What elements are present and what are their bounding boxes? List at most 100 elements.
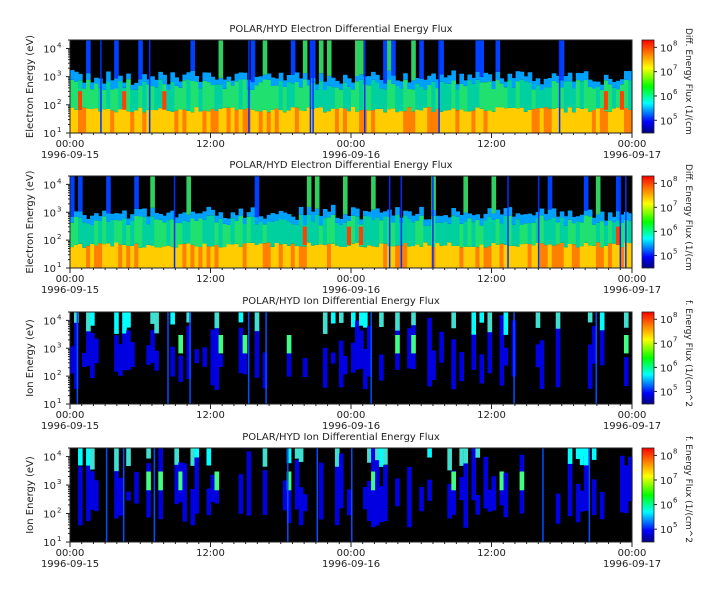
x-tick-label: 12:00 [196, 274, 225, 285]
colorbar-tick-label: 10 [660, 43, 673, 54]
colorbar-label: Diff. Energy Flux (1/(cm [683, 28, 693, 135]
y-tick-exponent: 4 [57, 313, 62, 321]
colorbar-tick-exponent: 5 [673, 521, 677, 529]
colorbar-tick-label: 10 [660, 92, 673, 103]
x-tick-date: 1996-09-16 [322, 150, 380, 161]
colorbar-tick-exponent: 5 [673, 112, 677, 120]
x-tick-label: 00:00 [56, 548, 85, 559]
colorbar-label: f. Energy Flux (1/(cm^2 [683, 300, 693, 407]
y-tick-exponent: 1 [57, 397, 61, 405]
colorbar-tick-label: 10 [660, 387, 673, 398]
colorbar-tick-exponent: 7 [673, 335, 677, 343]
colorbar-tick-exponent: 6 [673, 497, 678, 505]
y-axis-label: Electron Energy (eV) [25, 35, 36, 138]
panel-title: POLAR/HYD Electron Differential Energy F… [229, 24, 452, 35]
y-tick-exponent: 3 [57, 70, 61, 78]
y-tick-exponent: 3 [57, 341, 61, 349]
colorbar-label: f. Energy Flux (1/(cm^2 [683, 436, 693, 543]
x-tick-label: 00:00 [56, 410, 85, 421]
x-tick-date: 1996-09-16 [322, 285, 380, 296]
colorbar [641, 175, 655, 269]
colorbar-tick-label: 10 [660, 339, 673, 350]
colorbar-tick-label: 10 [660, 363, 673, 374]
x-tick-date: 1996-09-15 [41, 421, 99, 432]
y-tick-exponent: 2 [57, 507, 61, 515]
colorbar-tick-label: 10 [660, 525, 673, 536]
y-tick-label: 10 [43, 344, 56, 355]
x-tick-date: 1996-09-15 [41, 150, 99, 161]
x-tick-label: 00:00 [618, 139, 647, 150]
y-axis-label: Ion Energy (eV) [25, 319, 36, 397]
spectrogram-heatmap [70, 176, 633, 268]
colorbar-tick-exponent: 7 [673, 472, 677, 480]
x-tick-date: 1996-09-15 [41, 559, 99, 570]
x-tick-label: 00:00 [337, 139, 366, 150]
x-tick-label: 00:00 [337, 410, 366, 421]
x-tick-date: 1996-09-17 [603, 150, 661, 161]
y-tick-label: 10 [43, 129, 56, 140]
y-tick-label: 10 [43, 44, 56, 55]
y-tick-exponent: 4 [57, 41, 62, 49]
colorbar-label: Diff. Energy Flux (1/(cm [683, 164, 693, 271]
y-tick-label: 10 [43, 264, 56, 275]
y-tick-label: 10 [43, 510, 56, 521]
y-tick-exponent: 1 [57, 261, 61, 269]
y-tick-exponent: 1 [57, 126, 61, 134]
spectrogram-heatmap [78, 448, 633, 542]
colorbar [641, 311, 655, 405]
colorbar-tick-exponent: 7 [673, 199, 677, 207]
colorbar-tick-label: 10 [660, 116, 673, 127]
y-tick-exponent: 2 [57, 369, 61, 377]
colorbar-tick-exponent: 6 [673, 88, 678, 96]
colorbar-tick-exponent: 7 [673, 64, 677, 72]
spectrogram-panel: POLAR/HYD Ion Differential Energy Flux10… [25, 432, 693, 570]
x-tick-label: 12:00 [196, 139, 225, 150]
y-tick-label: 10 [43, 236, 56, 247]
spectrogram-heatmap [70, 312, 629, 404]
colorbar-tick-exponent: 5 [673, 383, 677, 391]
colorbar-tick-label: 10 [660, 501, 673, 512]
colorbar-tick-label: 10 [660, 179, 673, 190]
y-tick-exponent: 2 [57, 233, 61, 241]
y-axis-label: Ion Energy (eV) [25, 456, 36, 534]
colorbar-tick-label: 10 [660, 251, 673, 262]
colorbar-tick-exponent: 8 [673, 447, 677, 455]
y-tick-exponent: 3 [57, 205, 61, 213]
y-tick-label: 10 [43, 101, 56, 112]
x-tick-date: 1996-09-17 [603, 285, 661, 296]
y-tick-exponent: 2 [57, 98, 61, 106]
colorbar-tick-label: 10 [660, 227, 673, 238]
y-tick-exponent: 4 [57, 450, 62, 458]
panel-title: POLAR/HYD Ion Differential Energy Flux [242, 432, 440, 443]
y-tick-label: 10 [43, 453, 56, 464]
x-tick-date: 1996-09-16 [322, 559, 380, 570]
x-tick-date: 1996-09-17 [603, 559, 661, 570]
colorbar-tick-exponent: 5 [673, 247, 677, 255]
y-tick-label: 10 [43, 180, 56, 191]
spectrogram-panel: POLAR/HYD Ion Differential Energy Flux10… [25, 296, 693, 432]
y-tick-label: 10 [43, 481, 56, 492]
x-tick-label: 12:00 [477, 548, 506, 559]
x-tick-label: 00:00 [337, 274, 366, 285]
y-tick-label: 10 [43, 538, 56, 549]
panel-title: POLAR/HYD Electron Differential Energy F… [229, 160, 452, 171]
x-tick-label: 12:00 [477, 410, 506, 421]
y-tick-exponent: 3 [57, 478, 61, 486]
x-tick-date: 1996-09-15 [41, 285, 99, 296]
x-tick-date: 1996-09-16 [322, 421, 380, 432]
spectrogram-panel: POLAR/HYD Electron Differential Energy F… [25, 24, 693, 161]
colorbar-tick-exponent: 8 [673, 39, 677, 47]
colorbar-tick-exponent: 8 [673, 175, 677, 183]
y-axis-label: Electron Energy (eV) [25, 170, 36, 273]
x-tick-label: 00:00 [618, 548, 647, 559]
x-tick-label: 00:00 [56, 274, 85, 285]
colorbar-tick-label: 10 [660, 68, 673, 79]
y-tick-exponent: 1 [57, 535, 61, 543]
y-tick-label: 10 [43, 73, 56, 84]
colorbar-tick-exponent: 6 [673, 359, 678, 367]
y-tick-label: 10 [43, 372, 56, 383]
x-tick-label: 12:00 [196, 548, 225, 559]
x-tick-label: 12:00 [477, 274, 506, 285]
spectrogram-heatmap [70, 40, 633, 133]
